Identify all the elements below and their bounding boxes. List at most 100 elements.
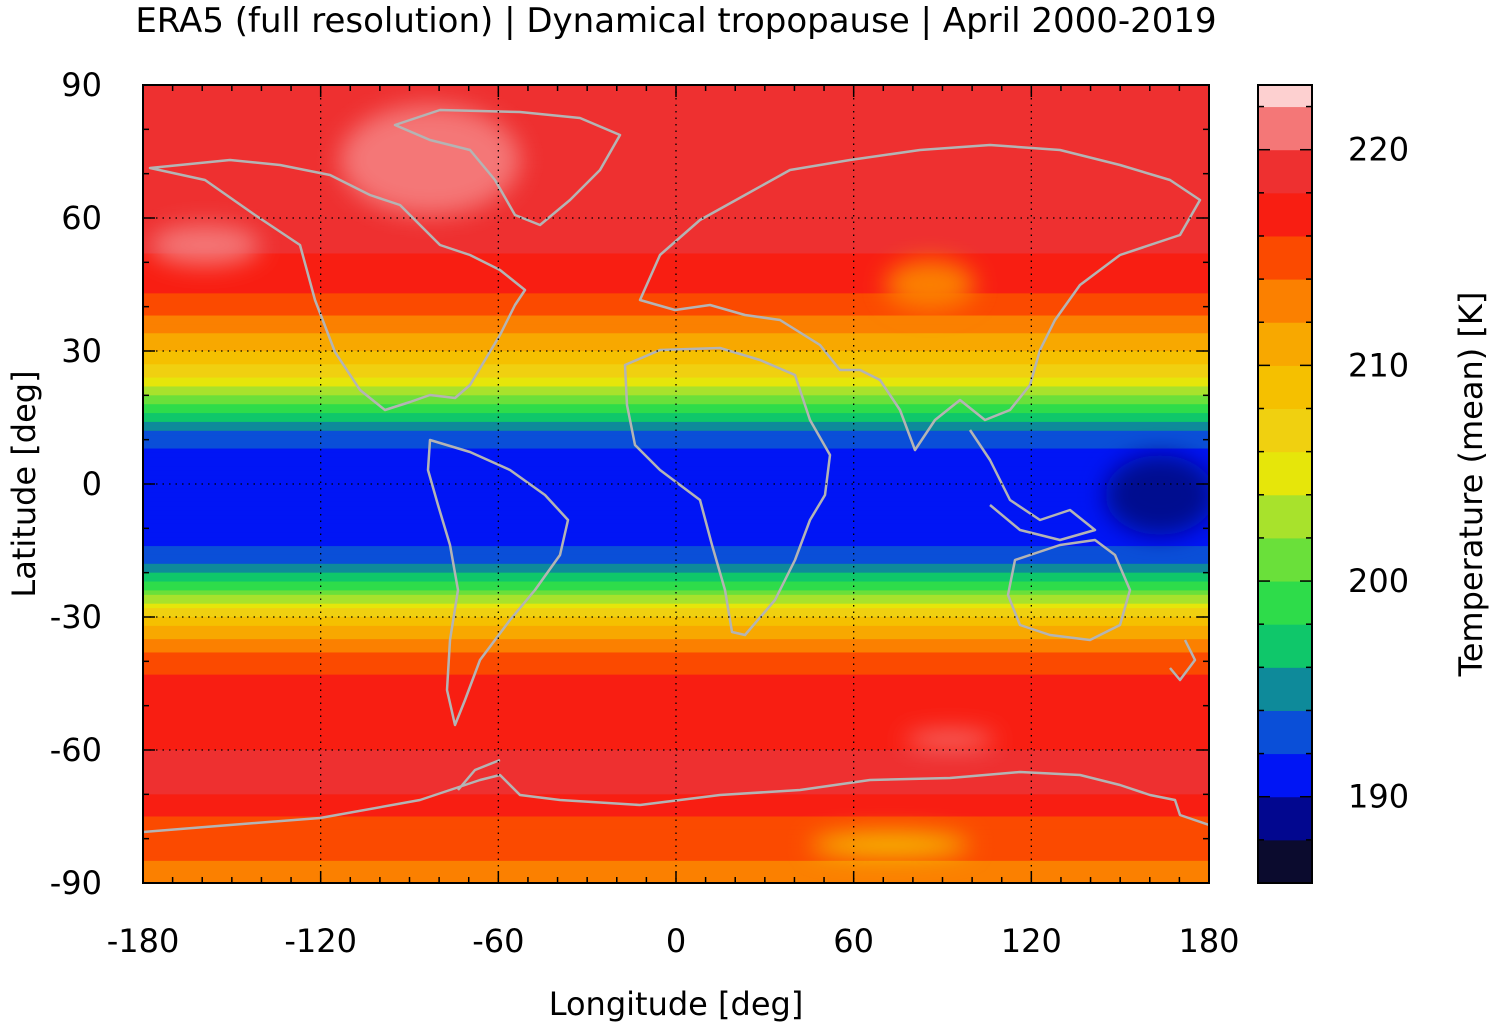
band-lat-50 [143,262,1209,268]
band-lat-75 [143,151,1209,157]
band-lat--3 [143,497,1209,503]
colorbar-segment-206 [1258,408,1312,453]
regional-anomalies [150,105,1209,857]
band-lat-35 [143,328,1209,334]
band-lat-79 [143,133,1209,139]
colorbar-tick-label: 200 [1348,562,1409,600]
x-tick-label: -60 [472,922,524,960]
x-tick-label: 0 [666,922,686,960]
band-lat-7 [143,452,1209,458]
band-lat-49 [143,266,1209,272]
band-lat--25 [143,594,1209,600]
colorbar-segment-212 [1258,279,1312,323]
band-lat--38 [143,652,1209,658]
band-lat-41 [143,302,1209,308]
band-lat--70 [143,794,1209,800]
band-lat--13 [143,541,1209,547]
band-lat-56 [143,235,1209,241]
band-lat-43 [143,293,1209,299]
band-lat--44 [143,679,1209,685]
band-lat-32 [143,342,1209,348]
band-lat-33 [143,337,1209,343]
band-lat--30 [143,617,1209,623]
band-lat--32 [143,625,1209,631]
colorbar-frame [1257,84,1313,884]
band-lat--67 [143,781,1209,787]
band-lat--45 [143,683,1209,689]
band-lat-85 [143,107,1209,113]
band-lat--29 [143,612,1209,618]
band-lat-10 [143,439,1209,445]
band-lat--75 [143,816,1209,822]
chart-title: ERA5 (full resolution) | Dynamical tropo… [135,1,1216,41]
band-lat-13 [143,426,1209,432]
band-lat--74 [143,812,1209,818]
coastline-antarctica [143,770,1209,834]
anomaly-east-antarctica [810,833,970,857]
colorbar-segment-192 [1258,710,1312,755]
band-lat--11 [143,532,1209,538]
colorbar-segment-190 [1258,753,1312,798]
band-lat-77 [143,142,1209,148]
band-lat-18 [143,404,1209,410]
band-lat--53 [143,718,1209,724]
y-tick-labels: 90 60 30 0 -30 -60 -90 [50,66,102,902]
y-tick-label: 60 [61,199,102,237]
band-lat-60 [143,218,1209,224]
plot-area [143,85,1209,883]
band-lat--85 [143,860,1209,866]
band-lat--82 [143,847,1209,853]
x-tick-labels: -180 -120 -60 0 60 120 180 [107,922,1240,960]
colorbar-segment-216 [1258,192,1312,237]
band-lat-74 [143,155,1209,161]
coastline-new-zealand [1169,639,1197,682]
band-lat-6 [143,457,1209,463]
band-lat--61 [143,754,1209,760]
x-tick-label: 120 [1001,922,1062,960]
band-lat-59 [143,222,1209,228]
x-tick-label: -180 [107,922,180,960]
band-lat--56 [143,732,1209,738]
band-lat--4 [143,501,1209,507]
colorbar-segment-222 [1258,85,1312,108]
colorbar-segment-198 [1258,581,1312,625]
coastline-south-america [426,438,570,727]
colorbar-tick-label: 220 [1348,131,1409,169]
band-lat--6 [143,510,1209,516]
band-lat-12 [143,430,1209,436]
band-lat-73 [143,160,1209,166]
band-lat-68 [143,182,1209,188]
y-tick-label: 30 [61,332,102,370]
band-lat-84 [143,111,1209,117]
band-lat-38 [143,315,1209,321]
band-lat-57 [143,231,1209,237]
band-lat--39 [143,656,1209,662]
band-lat--36 [143,643,1209,649]
x-axis-label: Longitude [deg] [549,985,804,1023]
band-lat--48 [143,696,1209,702]
band-lat--79 [143,834,1209,840]
y-tick-label: -60 [50,731,102,769]
band-lat-87 [143,98,1209,104]
band-lat-21 [143,390,1209,396]
band-lat-27 [143,364,1209,370]
colorbar-segment-194 [1258,667,1312,711]
band-lat-0 [143,484,1209,490]
anomaly-north-pacific [150,225,260,265]
coastline-greenland [393,108,622,227]
band-lat-71 [143,169,1209,175]
band-lat--17 [143,559,1209,565]
band-lat--52 [143,714,1209,720]
band-lat--55 [143,727,1209,733]
anomaly-west-pacific-cold [1105,455,1209,535]
band-lat--73 [143,807,1209,813]
coastline-north-america [148,158,527,412]
band-lat--42 [143,670,1209,676]
grid [143,85,1209,883]
band-lat--33 [143,630,1209,636]
coastline-africa [623,346,832,637]
band-lat-44 [143,288,1209,294]
band-lat-29 [143,355,1209,361]
band-lat--69 [143,789,1209,795]
band-lat--47 [143,692,1209,698]
